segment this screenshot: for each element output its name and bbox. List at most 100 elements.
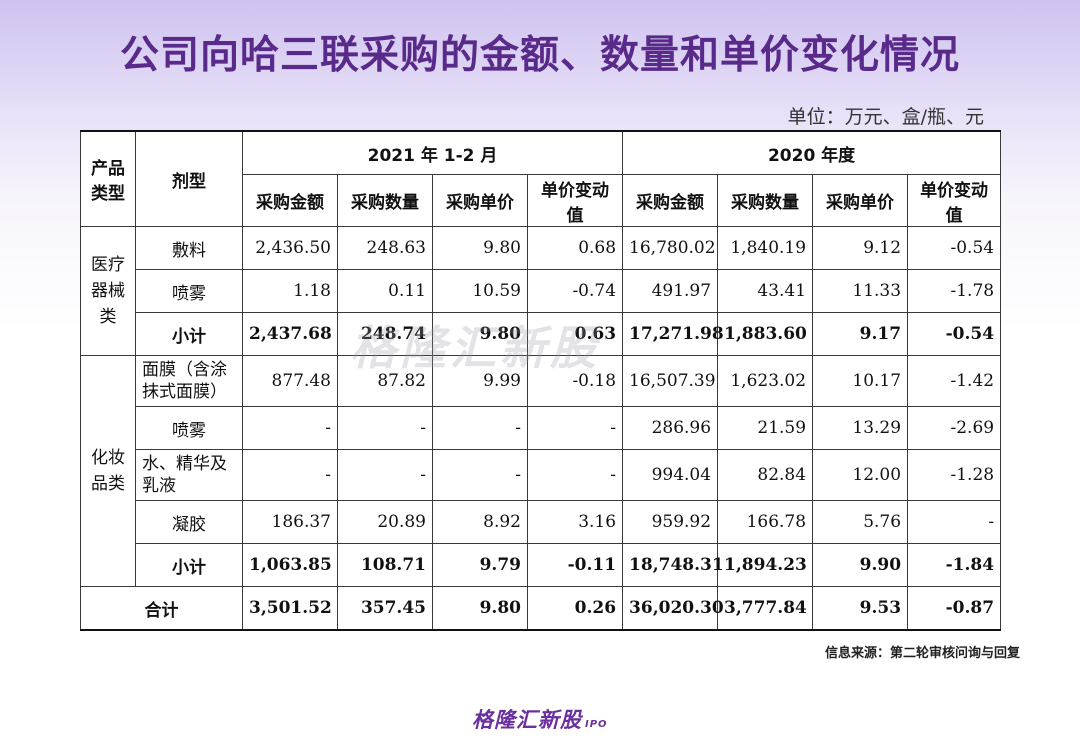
value-cell: 16,507.39: [622, 355, 719, 407]
value-cell: -1.84: [907, 543, 1002, 587]
table-row: 医疗器械类 敷料 2,436.50 248.63 9.80 0.68 16,78…: [80, 226, 1002, 356]
header-period-2021: 2021 年 1-2 月: [241, 130, 624, 176]
table-row: 化妆品类 面膜（含涂抹式面膜） 877.48 87.82 9.99 -0.18 …: [80, 355, 1002, 587]
logo-text: 格隆汇新股: [472, 708, 582, 732]
value-cell: 9.80: [432, 312, 528, 356]
value-cell: 11.33: [812, 269, 909, 313]
value-cell: 21.59: [717, 406, 814, 450]
value-cell: -: [242, 406, 338, 450]
subtotal-row: 小计 1,063.85 108.71 9.79 -0.11 18,748.31 …: [81, 543, 1002, 587]
value-cell: 9.12: [812, 226, 909, 270]
value-cell: -: [432, 406, 528, 450]
value-cell: 3,501.52: [242, 586, 338, 631]
value-cell: 17,271.98: [622, 312, 724, 356]
value-cell: -0.74: [526, 269, 624, 313]
header-period-2020: 2020 年度: [622, 130, 1002, 176]
value-cell: 9.99: [432, 355, 528, 407]
value-cell: 1,623.02: [717, 355, 814, 407]
value-cell: -: [526, 406, 624, 450]
logo-sub: IPO: [585, 719, 608, 730]
value-cell: 108.71: [337, 543, 433, 587]
header-col: 采购金额: [622, 174, 719, 227]
dosage-form-cell: 喷雾: [135, 406, 243, 450]
value-cell: 166.78: [717, 500, 814, 544]
value-cell: -: [337, 406, 433, 450]
value-cell: 248.63: [337, 226, 433, 270]
value-cell: 0.68: [526, 226, 624, 270]
source-note: 信息来源：第二轮审核问询与回复: [824, 646, 1020, 661]
subtotal-label: 小计: [135, 312, 243, 356]
value-cell: 18,748.31: [622, 543, 724, 587]
value-cell: 3,777.84: [717, 586, 814, 631]
header-col: 单价变动值: [526, 174, 624, 227]
value-cell: 357.45: [337, 586, 433, 631]
value-cell: 16,780.02: [622, 226, 719, 270]
total-label: 合计: [80, 586, 243, 631]
value-cell: 994.04: [622, 449, 719, 501]
page-title: 公司向哈三联采购的金额、数量和单价变化情况: [119, 33, 960, 78]
header-col: 采购数量: [717, 174, 814, 227]
value-cell: 0.11: [337, 269, 433, 313]
value-cell: 3.16: [526, 500, 624, 544]
value-cell: 20.89: [337, 500, 433, 544]
value-cell: 10.17: [812, 355, 909, 407]
value-cell: -0.54: [907, 312, 1002, 356]
dosage-form-cell: 水、精华及乳液: [135, 449, 243, 501]
group-name-medical: 医疗器械类: [80, 226, 136, 356]
value-cell: 9.79: [432, 543, 528, 587]
purchase-table-container: 产品类型 剂型 2021 年 1-2 月 2020 年度 采购金额 采购数量 采…: [80, 130, 1002, 631]
value-cell: -2.69: [907, 406, 1002, 450]
dosage-form-cell: 敷料: [135, 226, 243, 270]
header-col: 单价变动值: [907, 174, 1002, 227]
value-cell: 1,840.19: [717, 226, 814, 270]
purchase-table: 产品类型 剂型 2021 年 1-2 月 2020 年度 采购金额 采购数量 采…: [80, 130, 1002, 631]
value-cell: -: [907, 500, 1002, 544]
value-cell: -: [526, 449, 624, 501]
value-cell: 0.26: [526, 586, 624, 631]
value-cell: 1,063.85: [242, 543, 338, 587]
value-cell: -0.11: [526, 543, 624, 587]
dosage-form-cell: 面膜（含涂抹式面膜）: [135, 355, 243, 407]
value-cell: 87.82: [337, 355, 433, 407]
header-col: 采购单价: [812, 174, 909, 227]
value-cell: 959.92: [622, 500, 719, 544]
total-row: 合计 3,501.52 357.45 9.80 0.26 36,020.30 3…: [80, 586, 1002, 631]
table-row: 水、精华及乳液 - - - - 994.04 82.84 12.00 -1.28: [81, 449, 1002, 501]
value-cell: 491.97: [622, 269, 719, 313]
header-dosage-form: 剂型: [135, 130, 243, 227]
value-cell: 36,020.30: [622, 586, 724, 631]
value-cell: -: [432, 449, 528, 501]
value-cell: -: [242, 449, 338, 501]
value-cell: 877.48: [242, 355, 338, 407]
header-col: 采购金额: [242, 174, 338, 227]
value-cell: 9.17: [812, 312, 909, 356]
value-cell: 82.84: [717, 449, 814, 501]
header-col: 采购数量: [337, 174, 433, 227]
value-cell: 5.76: [812, 500, 909, 544]
header-col: 采购单价: [432, 174, 528, 227]
brand-logo: 格隆汇新股 IPO: [472, 704, 608, 734]
value-cell: 1,883.60: [717, 312, 814, 356]
value-cell: 286.96: [622, 406, 719, 450]
subtotal-row: 小计 2,437.68 248.74 9.80 0.63 17,271.98 1…: [81, 312, 1002, 356]
value-cell: 12.00: [812, 449, 909, 501]
value-cell: 9.53: [812, 586, 909, 631]
value-cell: 9.80: [432, 226, 528, 270]
table-row: 喷雾 - - - - 286.96 21.59 13.29 -2.69: [81, 406, 1002, 450]
value-cell: 2,437.68: [242, 312, 338, 356]
value-cell: -1.42: [907, 355, 1002, 407]
header-product-type: 产品类型: [80, 130, 136, 227]
unit-note: 单位：万元、盒/瓶、元: [787, 106, 984, 128]
dosage-form-cell: 凝胶: [135, 500, 243, 544]
value-cell: 2,436.50: [242, 226, 338, 270]
value-cell: 13.29: [812, 406, 909, 450]
value-cell: -1.78: [907, 269, 1002, 313]
group-name-cosmetics: 化妆品类: [80, 355, 136, 587]
dosage-form-cell: 喷雾: [135, 269, 243, 313]
value-cell: 9.90: [812, 543, 909, 587]
value-cell: -0.18: [526, 355, 624, 407]
table-row: 凝胶 186.37 20.89 8.92 3.16 959.92 166.78 …: [81, 500, 1002, 544]
value-cell: 248.74: [337, 312, 433, 356]
value-cell: 186.37: [242, 500, 338, 544]
value-cell: 10.59: [432, 269, 528, 313]
